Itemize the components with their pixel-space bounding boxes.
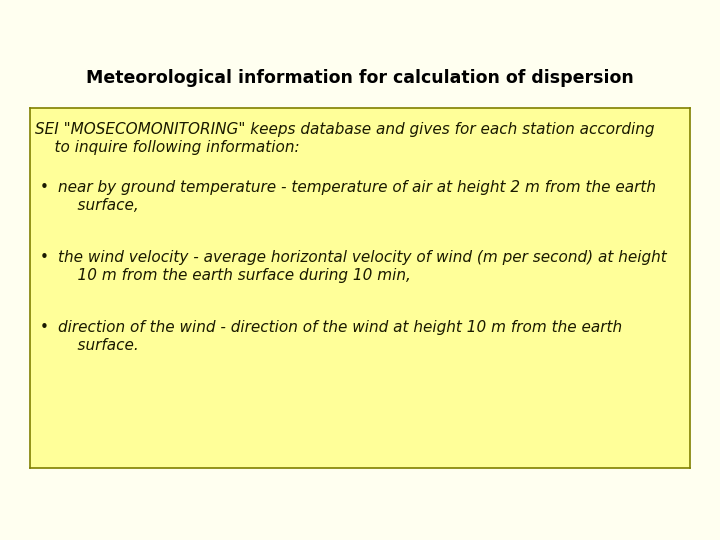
Text: Meteorological information for calculation of dispersion: Meteorological information for calculati…: [86, 69, 634, 87]
Text: the wind velocity - average horizontal velocity of wind (m per second) at height: the wind velocity - average horizontal v…: [58, 250, 667, 265]
Text: near by ground temperature - temperature of air at height 2 m from the earth: near by ground temperature - temperature…: [58, 180, 656, 195]
Text: 10 m from the earth surface during 10 min,: 10 m from the earth surface during 10 mi…: [58, 268, 411, 283]
Text: •: •: [40, 180, 49, 195]
Text: •: •: [40, 250, 49, 265]
Text: SEI "MOSECOMONITORING" keeps database and gives for each station according: SEI "MOSECOMONITORING" keeps database an…: [35, 122, 654, 137]
Text: direction of the wind - direction of the wind at height 10 m from the earth: direction of the wind - direction of the…: [58, 320, 622, 335]
Text: surface,: surface,: [58, 198, 139, 213]
Text: •: •: [40, 320, 49, 335]
Text: surface.: surface.: [58, 338, 139, 353]
Text: to inquire following information:: to inquire following information:: [35, 140, 300, 155]
